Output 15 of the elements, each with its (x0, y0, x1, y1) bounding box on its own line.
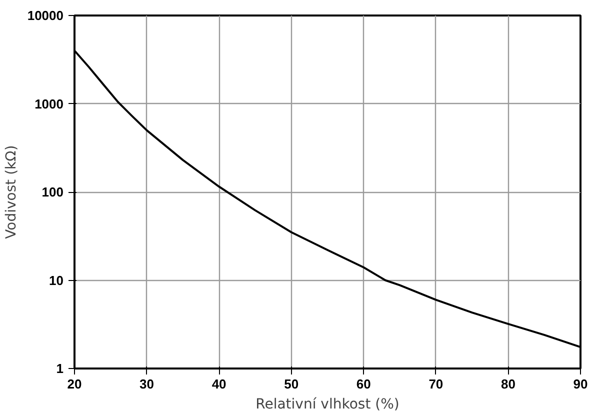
x-tick-label: 20 (67, 376, 82, 392)
y-tick-label: 1 (56, 361, 64, 376)
x-tick-label: 30 (140, 376, 154, 392)
x-tick-label: 80 (500, 376, 516, 392)
x-tick-label: 70 (428, 376, 444, 392)
y-axis-title: Vodivost (kΩ) (3, 145, 20, 239)
x-tick-label: 90 (573, 376, 588, 392)
y-tick-label: 10000 (27, 8, 64, 23)
x-tick-label: 40 (212, 376, 226, 392)
y-tick-label: 1000 (34, 96, 64, 112)
y-tick-label: 100 (42, 184, 64, 200)
x-tick-label: 50 (284, 376, 299, 392)
x-tick-label: 60 (356, 376, 371, 392)
x-axis-title: Relativní vlhkost (%) (256, 396, 400, 412)
y-tick-label: 10 (49, 272, 64, 288)
